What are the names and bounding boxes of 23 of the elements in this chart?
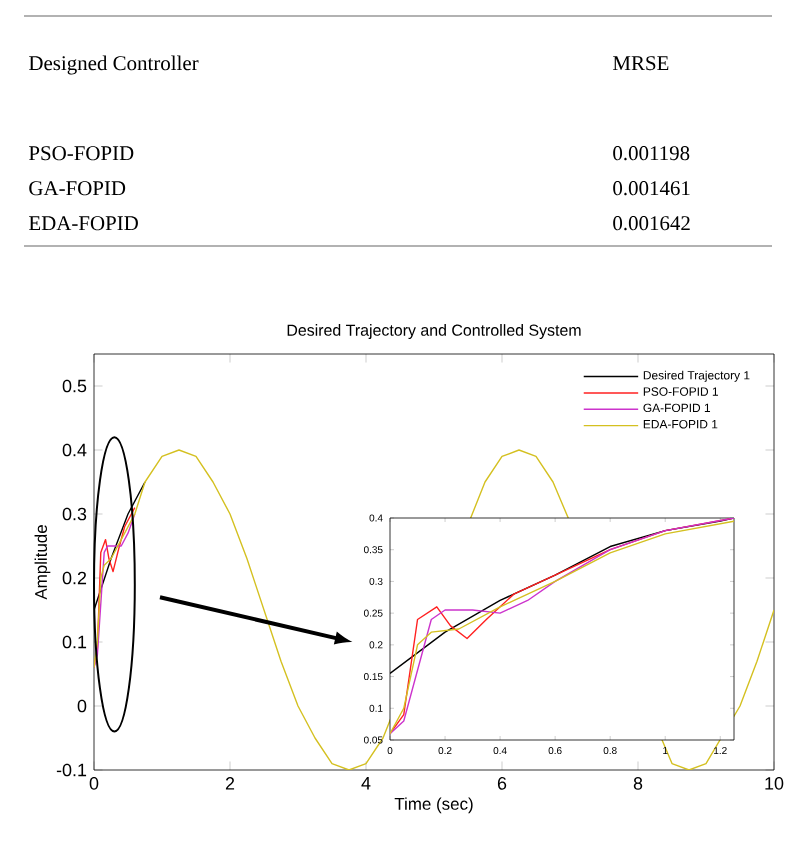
text: EDA-FOPID	[28, 216, 138, 231]
text: 0.001461	[613, 181, 690, 196]
text: 0.001198	[613, 146, 690, 161]
x-tick-label: 4	[361, 777, 371, 790]
x-tick-label: 2	[225, 777, 235, 790]
x-tick-label: 0	[89, 777, 99, 790]
y-tick-label: 0.1	[62, 635, 87, 649]
x-tick-label: 6	[497, 777, 507, 790]
text: MRSE	[612, 56, 669, 71]
text: Designed Controller	[28, 55, 199, 75]
y-tick-label: 0.3	[62, 507, 87, 521]
y-tick-label: 0.2	[62, 571, 87, 585]
x-tick-label: 10	[765, 777, 784, 790]
x-axis-title: Time (sec)	[394, 797, 473, 814]
y-tick-label: 0.4	[62, 443, 87, 457]
y-tick-label: 0	[77, 699, 87, 713]
x-tick-label: 8	[633, 777, 643, 790]
y-tick-label: 0.5	[62, 379, 87, 393]
text: 0.001642	[613, 216, 690, 231]
y-axis-title: Amplitude	[34, 525, 51, 600]
text: GA-FOPID	[29, 181, 126, 196]
y-tick-label: -0.1	[56, 763, 87, 777]
text: PSO-FOPID	[28, 146, 134, 161]
